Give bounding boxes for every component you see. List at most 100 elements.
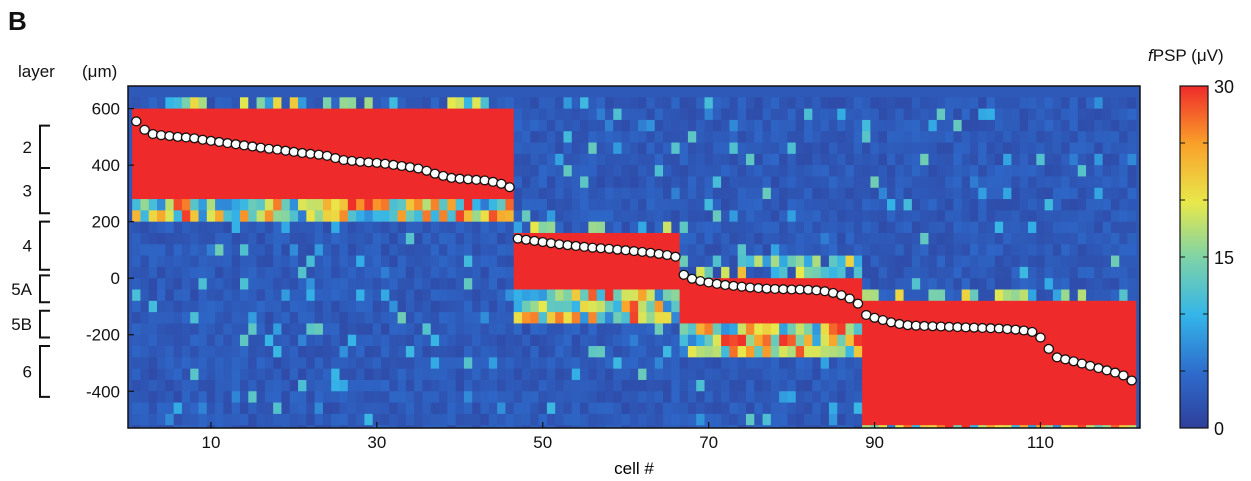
heatmap-cell [870, 379, 880, 392]
heatmap-cell [480, 357, 490, 370]
heatmap-cell [1019, 255, 1029, 268]
heatmap-cell [588, 165, 598, 177]
heatmap-cell [314, 255, 324, 268]
heatmap-cell [231, 153, 241, 166]
heatmap-cell [745, 232, 755, 245]
heatmap-cell [721, 221, 730, 234]
heatmap-cell [132, 244, 141, 256]
heatmap-cell [505, 244, 515, 256]
heatmap-cell [546, 97, 556, 110]
heatmap-cell [936, 244, 946, 256]
heatmap-cell [1102, 97, 1112, 110]
heatmap-cell [1003, 210, 1012, 223]
heatmap-cell [273, 346, 282, 358]
heatmap-cell [231, 131, 241, 143]
heatmap-cell [745, 346, 755, 358]
heatmap-cell [613, 402, 622, 415]
heatmap-cell [530, 165, 540, 177]
heatmap-cell [555, 165, 564, 177]
heatmap-cell [306, 255, 316, 268]
heatmap-cell [223, 402, 233, 415]
heatmap-cell [198, 165, 208, 177]
heatmap-cell [173, 402, 183, 415]
heatmap-cell [298, 379, 307, 392]
heatmap-cell [1086, 108, 1095, 121]
heatmap-cell [157, 312, 166, 324]
heatmap-cell [488, 142, 498, 155]
heatmap-cell [563, 108, 573, 121]
heatmap-cell [978, 368, 987, 381]
heatmap-cell [173, 199, 183, 211]
heatmap-cell [1028, 278, 1037, 290]
heatmap-cell [1102, 108, 1112, 121]
heatmap-cell [928, 402, 938, 415]
heatmap-cell [455, 323, 465, 336]
heatmap-cell [480, 119, 490, 132]
heatmap-cell [604, 142, 614, 155]
heatmap-cell [804, 187, 813, 200]
heatmap-cell [256, 334, 266, 347]
heatmap-cell [704, 368, 714, 381]
heatmap-cell [405, 187, 415, 200]
heatmap-cell [181, 210, 191, 223]
heatmap-cell [372, 187, 382, 200]
colorbar-tick-label: 15 [1214, 248, 1234, 268]
heatmap-cell [356, 289, 365, 302]
heatmap-cell [472, 312, 481, 324]
heatmap-cell [173, 176, 183, 189]
heatmap-cell [530, 425, 540, 428]
heatmap-cell [215, 379, 224, 392]
heatmap-cell [364, 278, 374, 290]
heatmap-cell [198, 210, 208, 223]
heatmap-cell [422, 187, 432, 200]
heatmap-cell [994, 108, 1004, 121]
heatmap-cell [1102, 346, 1112, 358]
heatmap-cell [629, 108, 639, 121]
heatmap-cell [132, 289, 141, 302]
heatmap-cell [945, 142, 954, 155]
heatmap-cell [513, 413, 523, 426]
heatmap-cell [1094, 346, 1104, 358]
heatmap-cell [231, 425, 241, 428]
heatmap-cell [1003, 425, 1012, 428]
heatmap-cell [712, 176, 722, 189]
heatmap-cell [580, 142, 589, 155]
heatmap-cell [530, 300, 540, 313]
heatmap-cell [546, 199, 556, 211]
heatmap-cell [1052, 131, 1062, 143]
heatmap-cell [870, 176, 880, 189]
heatmap-cell [812, 108, 822, 121]
heatmap-cell [679, 289, 689, 302]
heatmap-cell [314, 312, 324, 324]
heatmap-cell [256, 391, 266, 403]
heatmap-cell [264, 402, 274, 415]
heatmap-cell [729, 312, 739, 324]
heatmap-cell [165, 425, 175, 428]
soma-depth-point [885, 317, 897, 328]
heatmap-cell [1069, 153, 1079, 166]
heatmap-cell [604, 210, 614, 223]
heatmap-cell [828, 176, 838, 189]
heatmap-cell [804, 334, 813, 347]
heatmap-cell [571, 108, 581, 121]
heatmap-cell [986, 119, 996, 132]
heatmap-cell [264, 312, 274, 324]
heatmap-cell [878, 244, 888, 256]
heatmap-cell [1069, 300, 1079, 313]
heatmap-cell [364, 346, 374, 358]
heatmap-cell [347, 413, 357, 426]
heatmap-cell [887, 379, 896, 392]
heatmap-cell [289, 289, 299, 302]
heatmap-cell [945, 210, 954, 223]
heatmap-cell [936, 221, 946, 234]
heatmap-cell [671, 413, 681, 426]
heatmap-cell [604, 425, 614, 428]
heatmap-cell [712, 119, 722, 132]
heatmap-cell [314, 289, 324, 302]
heatmap-cell [397, 244, 407, 256]
heatmap-cell [463, 323, 473, 336]
heatmap-cell [1119, 334, 1128, 347]
heatmap-cell [596, 413, 606, 426]
heatmap-cell [405, 255, 415, 268]
heatmap-cell [223, 153, 233, 166]
